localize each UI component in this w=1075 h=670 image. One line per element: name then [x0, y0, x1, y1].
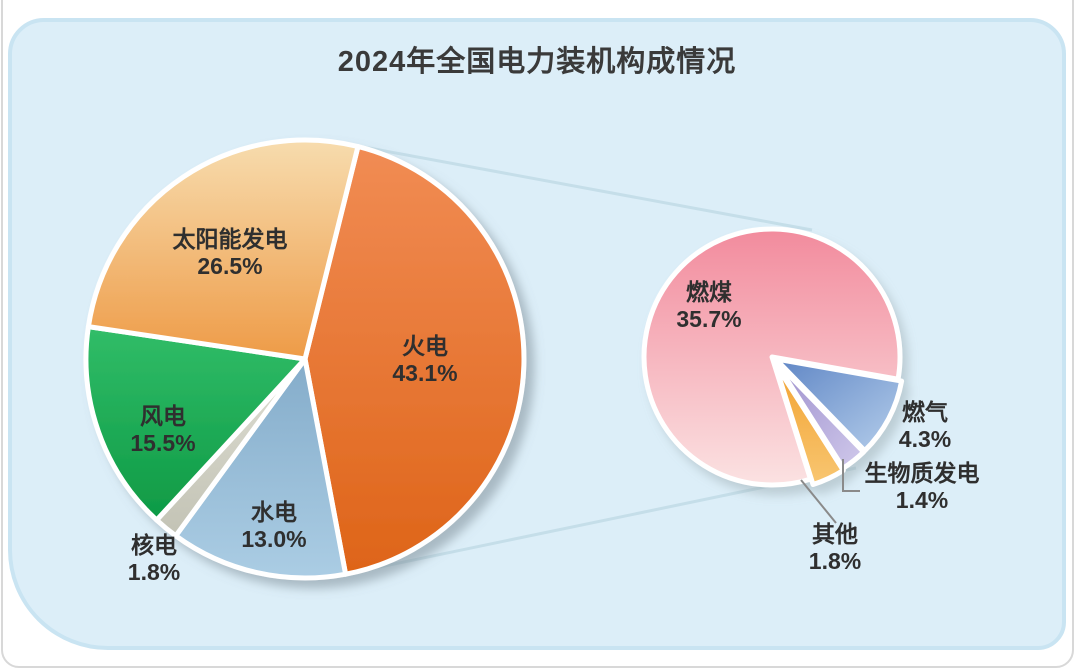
pie-slice-gas: [773, 356, 905, 454]
label-other-name: 其他: [812, 521, 858, 547]
label-nuclear-name: 核电: [131, 532, 177, 558]
pie-slice-wind: [83, 324, 308, 523]
label-hydro-pct: 13.0%: [241, 526, 307, 552]
label-wind-name: 风电: [140, 403, 186, 429]
label-coal-name: 燃煤: [686, 279, 732, 305]
label-coal-pct: 35.7%: [676, 306, 742, 332]
label-fire-name: 火电: [402, 333, 448, 359]
chart-title: 2024年全国电力装机构成情况: [337, 46, 737, 78]
secondary-pie: [641, 226, 905, 488]
label-other: 其他 1.8%: [809, 521, 861, 575]
label-hydro-name: 水电: [251, 499, 297, 525]
label-coal: 燃煤 35.7%: [676, 279, 741, 333]
pie-slice-solar: [85, 137, 361, 362]
label-nuclear: 核电 1.8%: [128, 532, 180, 586]
label-solar-name: 太阳能发电: [172, 226, 288, 252]
pie-slice-fire: [302, 144, 527, 577]
label-fire: 火电 43.1%: [392, 333, 457, 387]
label-gas-pct: 4.3%: [898, 426, 952, 452]
label-hydro: 水电 13.0%: [241, 499, 306, 553]
label-solar: 太阳能发电 26.5%: [173, 226, 288, 280]
main-pie: [83, 137, 527, 581]
label-leader-lines: [800, 459, 860, 524]
leader-line-biomass: [842, 459, 860, 492]
label-other-pct: 1.8%: [808, 548, 862, 574]
label-biomass-name: 生物质发电: [864, 460, 980, 486]
label-biomass: 生物质发电 1.4%: [865, 460, 980, 514]
label-biomass-pct: 1.4%: [895, 487, 949, 513]
label-gas-name: 燃气: [902, 399, 948, 425]
pie-slice-coal: [641, 226, 903, 488]
leader-line-other: [800, 479, 837, 524]
label-gas: 燃气 4.3%: [899, 399, 951, 453]
label-wind-pct: 15.5%: [130, 430, 196, 456]
label-fire-pct: 43.1%: [392, 360, 458, 386]
label-nuclear-pct: 1.8%: [127, 559, 181, 585]
label-wind: 风电 15.5%: [130, 403, 195, 457]
connector-line-top: [357, 144, 813, 232]
label-solar-pct: 26.5%: [197, 253, 263, 279]
pie-slice-hydro: [173, 356, 349, 581]
